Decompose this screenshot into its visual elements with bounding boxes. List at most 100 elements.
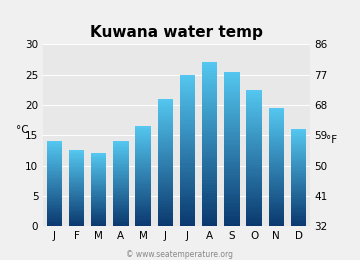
- Bar: [202, 109, 217, 112]
- Bar: [91, 183, 107, 184]
- Bar: [69, 206, 84, 207]
- Bar: [69, 160, 84, 162]
- Bar: [69, 220, 84, 221]
- Bar: [291, 140, 306, 142]
- Bar: [113, 208, 129, 209]
- Bar: [158, 192, 173, 194]
- Bar: [246, 124, 262, 126]
- Bar: [91, 188, 107, 190]
- Bar: [46, 143, 62, 144]
- Bar: [135, 194, 151, 196]
- Bar: [91, 161, 107, 162]
- Bar: [202, 215, 217, 218]
- Bar: [180, 206, 195, 209]
- Bar: [180, 102, 195, 105]
- Bar: [158, 188, 173, 190]
- Bar: [113, 179, 129, 181]
- Bar: [269, 169, 284, 171]
- Bar: [46, 191, 62, 192]
- Bar: [91, 162, 107, 163]
- Bar: [91, 187, 107, 188]
- Bar: [91, 209, 107, 210]
- Bar: [46, 147, 62, 148]
- Bar: [69, 183, 84, 185]
- Bar: [135, 216, 151, 218]
- Bar: [269, 212, 284, 214]
- Bar: [46, 146, 62, 147]
- Bar: [202, 68, 217, 70]
- Bar: [202, 84, 217, 87]
- Bar: [246, 185, 262, 187]
- Bar: [180, 107, 195, 110]
- Bar: [291, 213, 306, 215]
- Bar: [69, 202, 84, 203]
- Bar: [113, 175, 129, 177]
- Bar: [180, 77, 195, 80]
- Bar: [246, 219, 262, 222]
- Bar: [180, 209, 195, 211]
- Bar: [46, 144, 62, 146]
- Bar: [69, 194, 84, 196]
- Bar: [91, 192, 107, 193]
- Bar: [291, 186, 306, 187]
- Bar: [113, 181, 129, 182]
- Bar: [46, 185, 62, 187]
- Bar: [202, 139, 217, 141]
- Bar: [91, 181, 107, 183]
- Bar: [113, 185, 129, 187]
- Bar: [135, 150, 151, 151]
- Bar: [46, 181, 62, 182]
- Bar: [246, 197, 262, 199]
- Bar: [202, 161, 217, 163]
- Bar: [269, 118, 284, 120]
- Bar: [246, 138, 262, 140]
- Bar: [180, 201, 195, 203]
- Bar: [69, 191, 84, 192]
- Bar: [269, 220, 284, 222]
- Bar: [69, 192, 84, 193]
- Bar: [158, 144, 173, 146]
- Bar: [158, 190, 173, 192]
- Bar: [224, 208, 240, 211]
- Bar: [46, 204, 62, 205]
- Bar: [69, 167, 84, 168]
- Bar: [246, 151, 262, 153]
- Bar: [46, 150, 62, 151]
- Bar: [91, 202, 107, 203]
- Bar: [135, 148, 151, 149]
- Bar: [246, 149, 262, 151]
- Bar: [246, 165, 262, 167]
- Bar: [246, 147, 262, 149]
- Bar: [180, 150, 195, 153]
- Bar: [113, 212, 129, 213]
- Bar: [224, 224, 240, 226]
- Bar: [158, 213, 173, 216]
- Bar: [269, 144, 284, 145]
- Bar: [113, 197, 129, 198]
- Bar: [46, 211, 62, 212]
- Bar: [135, 131, 151, 133]
- Bar: [291, 160, 306, 161]
- Bar: [91, 166, 107, 167]
- Bar: [269, 171, 284, 173]
- Bar: [135, 201, 151, 203]
- Bar: [135, 178, 151, 179]
- Bar: [202, 73, 217, 76]
- Bar: [246, 222, 262, 224]
- Bar: [246, 187, 262, 190]
- Bar: [202, 141, 217, 144]
- Bar: [135, 210, 151, 211]
- Bar: [69, 163, 84, 164]
- Bar: [135, 143, 151, 145]
- Bar: [224, 110, 240, 113]
- Bar: [180, 130, 195, 133]
- Bar: [113, 141, 129, 143]
- Bar: [158, 146, 173, 148]
- Bar: [158, 139, 173, 141]
- Bar: [224, 74, 240, 77]
- Bar: [180, 224, 195, 226]
- Bar: [69, 188, 84, 190]
- Bar: [202, 193, 217, 196]
- Bar: [113, 219, 129, 220]
- Bar: [202, 87, 217, 90]
